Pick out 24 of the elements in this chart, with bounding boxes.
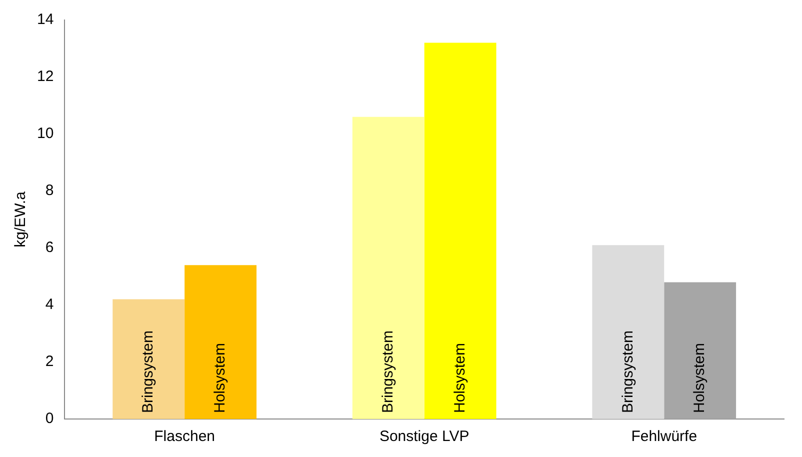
- bar: [592, 245, 664, 419]
- y-tick-label: 14: [36, 11, 54, 28]
- text: Bringsystem: [619, 330, 636, 413]
- text: Bringsystem: [380, 330, 397, 413]
- text: Holsystem: [691, 342, 708, 413]
- bar: [184, 265, 256, 419]
- y-tick-label: 12: [36, 68, 54, 86]
- series-label: Holsystem: [212, 342, 229, 413]
- y-tick-label: 6: [45, 239, 54, 256]
- text: Holsystem: [451, 342, 468, 413]
- y-tick-label: 10: [36, 125, 54, 142]
- series-label: Bringsystem: [140, 330, 157, 413]
- y-tick-label: 0: [45, 410, 54, 428]
- y-tick-label: 4: [45, 296, 54, 314]
- x-tick-label: Sonstige LVP: [379, 428, 470, 446]
- y-axis-title: kg/EW.a: [12, 190, 30, 248]
- y-tick-label: 2: [45, 353, 54, 370]
- x-tick-label: Flaschen: [154, 428, 216, 446]
- bar: [112, 299, 185, 419]
- bar: [424, 42, 496, 419]
- x-tick-label: Fehlwürfe: [631, 428, 698, 446]
- bar: [664, 282, 736, 419]
- y-tick-label: 8: [45, 182, 54, 200]
- bar: [352, 116, 424, 419]
